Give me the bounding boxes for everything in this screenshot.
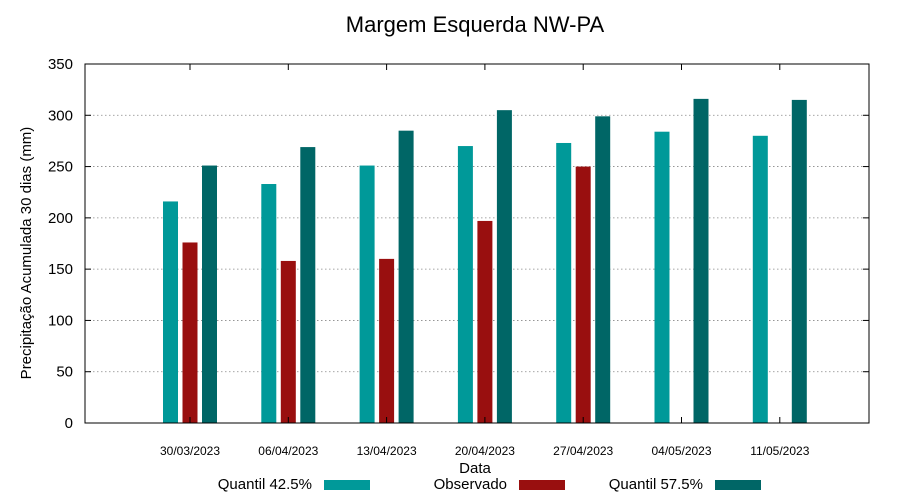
legend-swatch <box>519 480 565 490</box>
x-tick-label: 13/04/2023 <box>357 444 417 458</box>
bar-quantil-42-5--1 <box>261 184 277 423</box>
bar-quantil-42-5--3 <box>457 146 473 424</box>
x-tick-label: 04/05/2023 <box>651 444 711 458</box>
bar-observado-2 <box>379 258 395 423</box>
bar-quantil-57-5--4 <box>595 116 611 423</box>
x-tick-label: 11/05/2023 <box>750 444 809 458</box>
bar-quantil-42-5--4 <box>556 142 572 424</box>
legend-label: Quantil 42.5% <box>218 476 312 493</box>
y-axis-ticks: 0 50 100 150 200 250 300 350 <box>48 56 869 432</box>
plot-frame <box>84 63 870 424</box>
x-tick-label: 27/04/2023 <box>553 444 613 458</box>
y-tick-label: 100 <box>48 312 73 329</box>
legend: Quantil 42.5% Observado Quantil 57.5% <box>218 476 761 493</box>
legend-label: Observado <box>434 476 507 493</box>
y-tick-label: 50 <box>56 364 73 381</box>
grid-lines <box>85 114 869 373</box>
y-axis-label: Precipitação Acumulada 30 dias (mm) <box>18 127 35 380</box>
y-tick-label: 0 <box>65 415 73 432</box>
bar-observado-0 <box>182 242 198 423</box>
y-tick-label: 350 <box>48 56 73 73</box>
x-tick-label: 06/04/2023 <box>258 444 318 458</box>
bars <box>163 98 807 424</box>
bar-quantil-57-5--5 <box>693 98 709 424</box>
legend-swatch <box>715 480 761 490</box>
bar-quantil-57-5--2 <box>398 130 414 423</box>
x-tick-label: 30/03/2023 <box>160 444 220 458</box>
y-tick-label: 300 <box>48 107 73 124</box>
bar-quantil-42-5--5 <box>654 131 670 423</box>
x-axis-ticks: 30/03/2023 06/04/2023 13/04/2023 20/04/2023… <box>160 64 810 458</box>
chart-title: Margem Esquerda NW-PA <box>346 12 605 37</box>
bar-quantil-57-5--0 <box>202 165 217 423</box>
bar-quantil-57-5--1 <box>300 147 316 423</box>
y-tick-label: 200 <box>48 210 73 227</box>
bar-quantil-57-5--6 <box>791 99 807 424</box>
legend-label: Quantil 57.5% <box>609 476 703 493</box>
bar-observado-3 <box>477 220 493 423</box>
bar-observado-4 <box>575 166 591 424</box>
bar-quantil-42-5--6 <box>752 135 768 424</box>
x-tick-label: 20/04/2023 <box>455 444 515 458</box>
bar-observado-1 <box>280 260 296 423</box>
bar-quantil-42-5--0 <box>163 201 178 423</box>
x-axis-label: Data <box>459 460 491 477</box>
legend-swatch <box>324 480 370 490</box>
bar-quantil-42-5--2 <box>359 165 375 423</box>
y-tick-label: 150 <box>48 261 73 278</box>
bar-quantil-57-5--3 <box>496 110 512 424</box>
y-tick-label: 250 <box>48 159 73 176</box>
